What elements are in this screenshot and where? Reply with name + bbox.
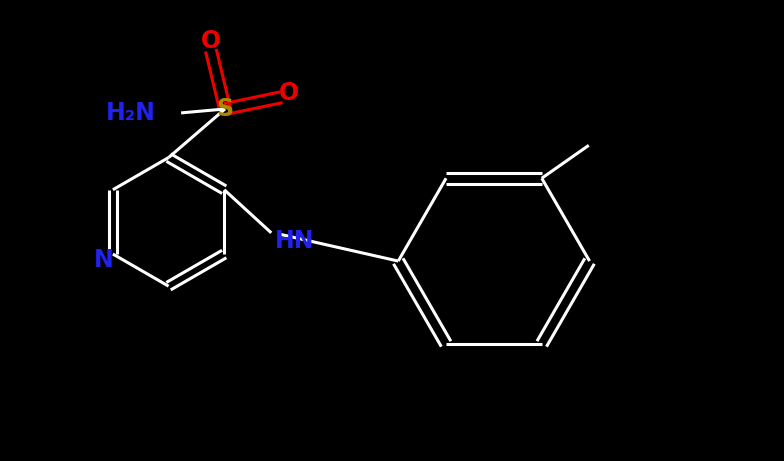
Text: H₂N: H₂N <box>106 101 156 125</box>
Text: N: N <box>93 248 114 272</box>
Text: HN: HN <box>274 229 314 253</box>
Text: O: O <box>201 29 221 53</box>
Text: O: O <box>279 81 299 105</box>
Text: S: S <box>216 97 234 121</box>
